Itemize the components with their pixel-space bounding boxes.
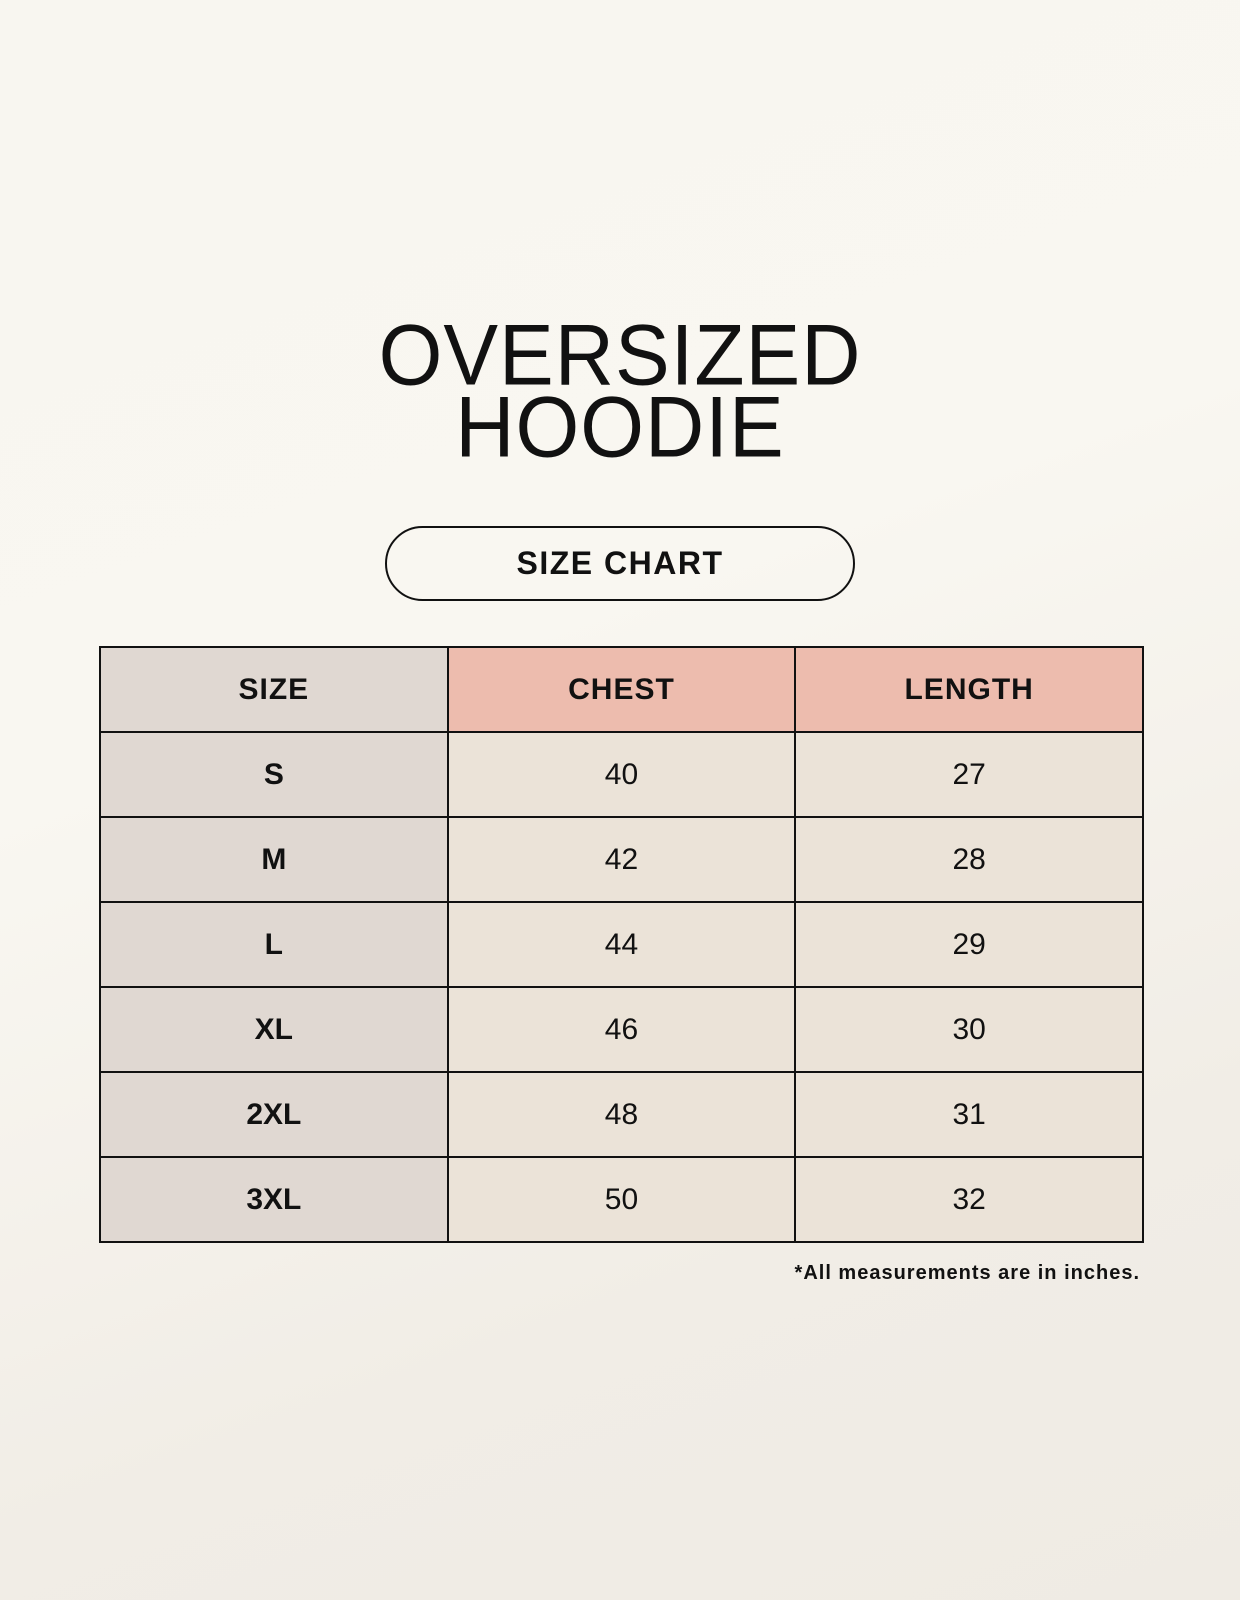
length-cell: 30	[794, 986, 1144, 1073]
table-row: 2XL 48 31	[99, 1071, 1144, 1158]
size-cell: L	[99, 901, 449, 988]
header-length: LENGTH	[794, 646, 1144, 733]
title-line-2: HOODIE	[455, 379, 785, 476]
size-cell: 2XL	[99, 1071, 449, 1158]
size-table: SIZE CHEST LENGTH S 40 27 M 42 28 L 44 29 XL 46…	[99, 646, 1144, 1243]
table-row: 3XL 50 32	[99, 1156, 1144, 1243]
chest-cell: 44	[446, 901, 797, 988]
title-line-1: OVERSIZED	[378, 307, 862, 404]
size-cell: M	[99, 816, 449, 903]
length-cell: 28	[794, 816, 1144, 903]
chest-cell: 46	[446, 986, 797, 1073]
table-row: M 42 28	[99, 816, 1144, 903]
table-row: S 40 27	[99, 731, 1144, 818]
table-row: XL 46 30	[99, 986, 1144, 1073]
size-chart-badge: SIZE CHART	[385, 526, 855, 601]
length-cell: 29	[794, 901, 1144, 988]
size-cell: S	[99, 731, 449, 818]
length-cell: 32	[794, 1156, 1144, 1243]
table-header-row: SIZE CHEST LENGTH	[99, 646, 1144, 733]
chest-cell: 42	[446, 816, 797, 903]
chest-cell: 50	[446, 1156, 797, 1243]
chest-cell: 40	[446, 731, 797, 818]
length-cell: 27	[794, 731, 1144, 818]
size-cell: XL	[99, 986, 449, 1073]
chest-cell: 48	[446, 1071, 797, 1158]
header-chest: CHEST	[446, 646, 797, 733]
header-size: SIZE	[99, 646, 449, 733]
length-cell: 31	[794, 1071, 1144, 1158]
page-title: OVERSIZED HOODIE	[0, 307, 1240, 476]
footnote: *All measurements are in inches.	[794, 1262, 1140, 1284]
size-cell: 3XL	[99, 1156, 449, 1243]
table-row: L 44 29	[99, 901, 1144, 988]
